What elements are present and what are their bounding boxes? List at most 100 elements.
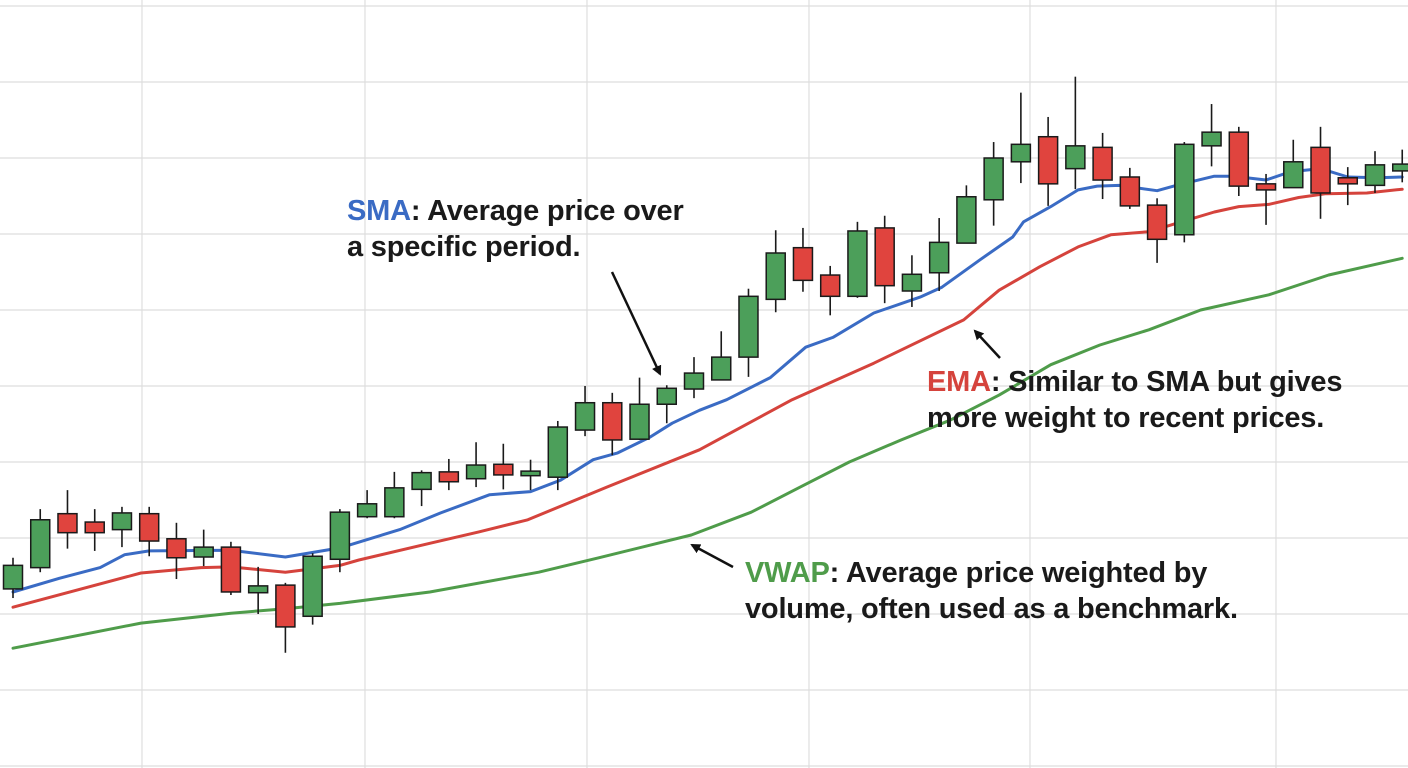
candle-body-up <box>1283 161 1304 189</box>
candle <box>1065 76 1086 190</box>
vwap-text-line2: volume, often used as a benchmark. <box>745 593 1238 625</box>
vwap-text-line1: : Average price weighted by <box>829 557 1208 589</box>
sma-annotation: SMA: Average price over a specific perio… <box>347 193 684 265</box>
vwap-arrow <box>690 543 734 569</box>
candle <box>738 288 759 377</box>
candle <box>928 218 950 291</box>
vwap-label: VWAP <box>745 557 830 589</box>
candle-body-down <box>1310 146 1331 194</box>
candle-body-up <box>574 401 596 431</box>
candle-body-down <box>1037 135 1059 185</box>
candle <box>138 506 160 557</box>
annotation-arrows <box>610 271 1001 569</box>
candle <box>111 506 133 548</box>
candle-body-down <box>275 584 296 628</box>
candle <box>1255 173 1277 225</box>
candle-body-up <box>683 372 705 390</box>
candle-body-up <box>901 273 923 292</box>
candle-body-up <box>356 503 378 518</box>
candle-body-up <box>29 519 51 569</box>
candle-body-up <box>629 403 650 440</box>
sma-label: SMA <box>347 195 411 227</box>
candle <box>1228 126 1250 196</box>
candle <box>847 221 868 298</box>
candle <box>1391 149 1408 183</box>
candle <box>29 509 51 573</box>
candle-body-up <box>520 470 541 477</box>
candle-body-up <box>329 511 351 561</box>
candle <box>1092 132 1113 200</box>
candle-body-up <box>193 546 214 558</box>
ema-annotation: EMA: Similar to SMA but gives more weigh… <box>927 364 1342 436</box>
candle-body-down <box>493 463 514 476</box>
candle <box>1174 142 1195 243</box>
candle-body-down <box>1255 183 1277 191</box>
candle <box>1364 151 1386 193</box>
candle-body-up <box>928 241 950 274</box>
sma-text-line2: a specific period. <box>347 231 581 263</box>
candle-body-down <box>792 246 814 282</box>
candle <box>356 490 378 519</box>
candle-body-down <box>57 512 78 534</box>
candle-body-up <box>547 426 569 478</box>
ema-arrow <box>973 329 1001 359</box>
candle <box>520 459 541 491</box>
candle <box>302 553 323 625</box>
candle-body-down <box>438 471 460 483</box>
candle <box>1037 116 1059 206</box>
candle-body-down <box>874 227 895 287</box>
candle-body-down <box>84 521 105 534</box>
candle-body-up <box>1065 145 1086 170</box>
candle-body-up <box>765 252 786 301</box>
candle <box>656 385 678 424</box>
candle-body-down <box>220 546 242 593</box>
candle-body-down <box>138 512 160 542</box>
candle <box>629 377 650 440</box>
candle-body-down <box>1337 177 1359 185</box>
candle-body-up <box>247 585 269 594</box>
candle-body-up <box>1391 163 1408 172</box>
candle-body-up <box>956 196 977 244</box>
candle-body-down <box>819 274 841 298</box>
candle-body-up <box>411 471 432 491</box>
ema-text-line1: : Similar to SMA but gives <box>990 366 1343 398</box>
candle-body-down <box>1092 146 1113 181</box>
candle <box>247 566 269 614</box>
candle <box>193 529 214 567</box>
candle <box>602 392 623 456</box>
candle <box>683 357 705 399</box>
candle <box>710 331 732 381</box>
candle <box>1201 104 1222 167</box>
candle-body-up <box>111 512 133 531</box>
candle-body-up <box>847 230 868 298</box>
candle <box>574 386 596 437</box>
candle <box>84 509 105 551</box>
candle <box>983 142 1004 226</box>
candle-body-down <box>166 538 187 559</box>
candle <box>819 265 841 316</box>
candle-body-up <box>710 356 732 381</box>
candle <box>874 215 895 304</box>
candle <box>438 458 460 491</box>
candle-body-down <box>1228 131 1250 187</box>
candle-body-up <box>384 487 405 518</box>
candle-body-up <box>2 564 24 590</box>
candle-body-up <box>1174 143 1195 236</box>
candle <box>956 185 977 244</box>
candles <box>2 76 1408 653</box>
candle <box>901 255 923 307</box>
candle <box>547 420 569 491</box>
candle-body-up <box>983 157 1004 201</box>
candle <box>493 443 514 490</box>
candle <box>765 230 786 313</box>
ema-label: EMA <box>927 366 991 398</box>
candle-body-down <box>602 401 623 441</box>
candle-body-down <box>1119 176 1141 207</box>
sma-text-line1: : Average price over <box>410 195 684 227</box>
candle <box>275 582 296 653</box>
vwap-annotation: VWAP: Average price weighted by volume, … <box>745 555 1238 627</box>
candle-body-down <box>1146 204 1168 241</box>
ema-text-line2: more weight to recent prices. <box>927 402 1325 434</box>
candle-body-up <box>302 555 323 618</box>
